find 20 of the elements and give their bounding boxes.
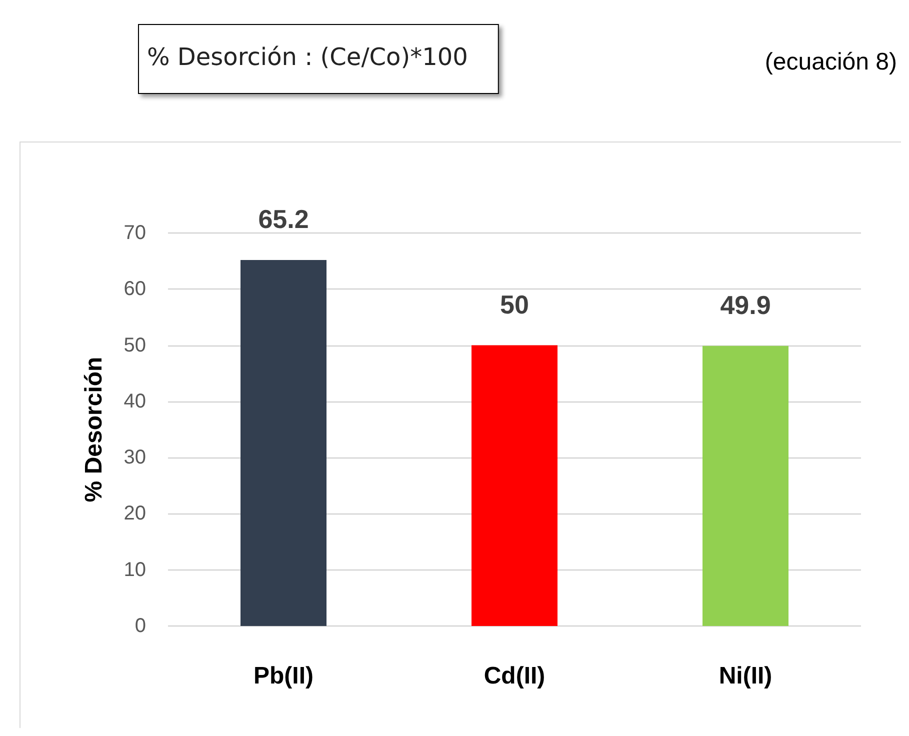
y-tick-label: 50	[124, 334, 146, 356]
y-tick-label: 10	[124, 558, 146, 581]
x-tick-label: Ni(II)	[718, 662, 772, 690]
data-label: 50	[500, 289, 529, 320]
x-tick-label: Pb(II)	[254, 662, 314, 690]
bar	[702, 346, 788, 626]
y-tick-label: 0	[134, 615, 146, 637]
y-tick-label: 40	[124, 390, 146, 412]
y-tick-label: 20	[124, 502, 146, 525]
y-tick-label: 30	[124, 446, 146, 469]
data-label: 49.9	[720, 290, 771, 320]
bar	[240, 260, 326, 626]
x-tick-label: Cd(II)	[484, 662, 546, 690]
text: (ecuación 8)	[764, 48, 898, 76]
data-label: 65.2	[258, 204, 309, 234]
bar	[472, 345, 558, 626]
y-axis-title: % Desorción	[80, 356, 108, 502]
y-tick-label: 70	[124, 222, 146, 244]
text: % Desorción : (Ce/Co)*100	[147, 43, 468, 71]
y-tick-label: 60	[124, 278, 146, 300]
